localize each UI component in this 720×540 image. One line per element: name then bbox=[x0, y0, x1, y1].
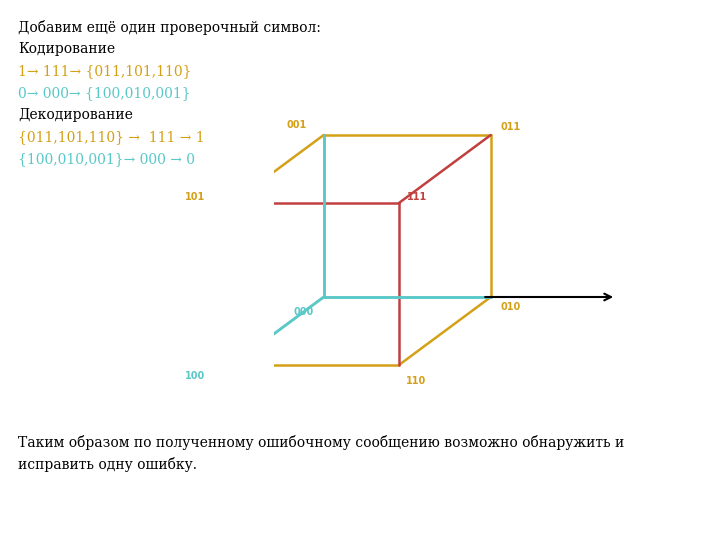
Text: {011,101,110} →  111 → 1: {011,101,110} → 111 → 1 bbox=[18, 130, 204, 144]
Text: 1→ 111→ {011,101,110}: 1→ 111→ {011,101,110} bbox=[18, 64, 192, 78]
Text: Декодирование: Декодирование bbox=[18, 108, 133, 122]
Text: 100: 100 bbox=[185, 372, 205, 381]
Text: {100,010,001}→ 000 → 0: {100,010,001}→ 000 → 0 bbox=[18, 152, 195, 166]
Text: 101: 101 bbox=[185, 192, 205, 201]
Text: Кодирование: Кодирование bbox=[18, 42, 115, 56]
Text: 010: 010 bbox=[501, 302, 521, 312]
Text: исправить одну ошибку.: исправить одну ошибку. bbox=[18, 457, 197, 472]
Text: 111: 111 bbox=[408, 192, 428, 201]
Text: 001: 001 bbox=[287, 120, 307, 130]
Text: 0→ 000→ {100,010,001}: 0→ 000→ {100,010,001} bbox=[18, 86, 191, 100]
Text: 000: 000 bbox=[294, 307, 314, 316]
Text: Таким образом по полученному ошибочному сообщению возможно обнаружить и: Таким образом по полученному ошибочному … bbox=[18, 435, 624, 450]
Text: 011: 011 bbox=[501, 122, 521, 132]
Text: 110: 110 bbox=[405, 376, 426, 386]
Text: Добавим ещё один проверочный символ:: Добавим ещё один проверочный символ: bbox=[18, 20, 321, 35]
